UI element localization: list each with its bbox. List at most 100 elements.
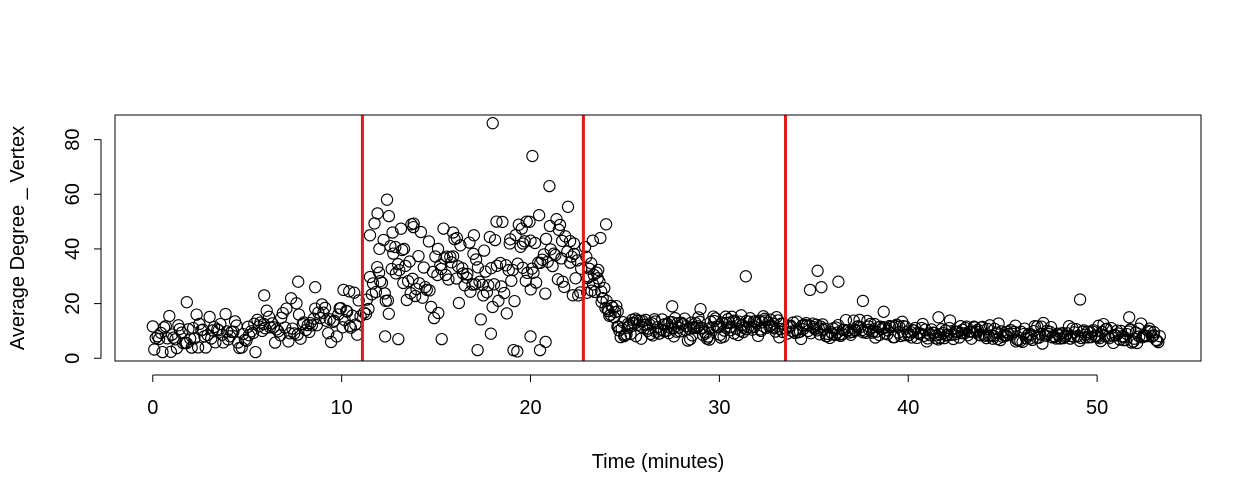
data-point — [400, 293, 413, 307]
data-point — [508, 294, 521, 308]
data-point — [889, 319, 902, 333]
data-point — [486, 300, 499, 314]
data-point — [315, 298, 329, 311]
data-point — [334, 302, 347, 315]
data-point — [976, 320, 989, 334]
data-point — [529, 276, 543, 289]
data-point — [193, 317, 206, 331]
data-point — [380, 193, 394, 206]
data-point — [494, 256, 507, 270]
data-point — [526, 149, 539, 163]
data-point — [256, 324, 269, 338]
data-point — [979, 329, 992, 342]
data-point — [566, 289, 579, 302]
data-point — [373, 242, 386, 256]
data-point — [594, 231, 607, 245]
data-point — [403, 255, 416, 268]
data-point — [1036, 337, 1049, 350]
y-tick-label: 0 — [62, 353, 84, 364]
data-point — [943, 314, 957, 327]
data-point — [496, 215, 509, 229]
data-point — [374, 275, 387, 288]
data-point — [505, 274, 518, 287]
data-point — [598, 281, 611, 295]
data-point — [877, 305, 890, 318]
x-axis: 0 10 20 30 40 50 — [147, 374, 1108, 419]
data-point — [932, 311, 945, 324]
data-point — [611, 305, 624, 318]
data-point — [471, 261, 485, 274]
data-point — [235, 341, 248, 354]
data-point — [533, 343, 547, 357]
data-point — [156, 345, 169, 359]
data-point — [387, 247, 400, 260]
data-point — [161, 332, 174, 345]
data-point — [251, 313, 264, 326]
data-point — [1073, 293, 1087, 306]
data-point — [524, 234, 537, 247]
data-point — [561, 245, 574, 258]
data-point — [186, 321, 200, 335]
data-point — [518, 235, 531, 248]
data-point — [413, 277, 426, 290]
data-point — [1016, 335, 1029, 349]
data-point — [282, 335, 295, 348]
data-point — [610, 299, 623, 313]
data-point — [580, 250, 593, 263]
data-point — [463, 236, 476, 249]
x-tick-label: 30 — [708, 397, 730, 419]
data-point — [396, 243, 409, 257]
data-point — [539, 287, 552, 300]
data-point — [709, 312, 722, 325]
data-point — [268, 336, 282, 349]
data-point — [191, 341, 205, 354]
data-point — [487, 278, 501, 291]
data-point — [290, 297, 303, 310]
data-point — [452, 296, 466, 310]
data-point — [1092, 319, 1105, 332]
data-point — [586, 278, 600, 291]
data-point — [486, 117, 499, 130]
data-point — [578, 240, 592, 254]
data-point — [648, 315, 662, 328]
data-point — [258, 289, 271, 302]
data-point — [596, 291, 609, 305]
data-point — [521, 266, 534, 280]
data-point — [270, 323, 283, 336]
data-point — [539, 335, 552, 349]
data-point — [199, 341, 212, 354]
data-point — [454, 239, 467, 252]
data-point — [410, 282, 423, 296]
data-point — [512, 218, 525, 231]
data-point — [575, 262, 588, 275]
data-point — [618, 330, 631, 343]
data-point — [238, 333, 252, 347]
data-point — [471, 343, 484, 357]
data-point — [848, 323, 861, 336]
data-point — [861, 314, 874, 328]
data-point — [424, 300, 438, 314]
data-point — [811, 264, 824, 277]
data-point — [397, 242, 411, 256]
y-tick-label: 60 — [62, 183, 84, 205]
data-point — [328, 314, 341, 327]
data-point — [992, 317, 1005, 330]
data-point — [1034, 328, 1047, 341]
data-point — [500, 307, 513, 320]
data-point — [490, 259, 504, 272]
data-point — [363, 229, 377, 242]
data-point — [539, 232, 553, 246]
data-point — [276, 306, 289, 320]
y-axis-label: Average Degree _ Vertex — [7, 126, 29, 350]
data-point — [393, 264, 406, 277]
data-point — [1149, 333, 1163, 347]
data-point — [185, 341, 198, 354]
data-point — [394, 222, 408, 235]
x-tick-label: 0 — [147, 397, 158, 419]
data-point — [438, 252, 451, 265]
x-tick-label: 50 — [1086, 397, 1108, 419]
data-point — [157, 321, 171, 334]
data-points — [146, 117, 1166, 359]
data-point — [309, 281, 322, 294]
data-point — [1152, 335, 1165, 349]
